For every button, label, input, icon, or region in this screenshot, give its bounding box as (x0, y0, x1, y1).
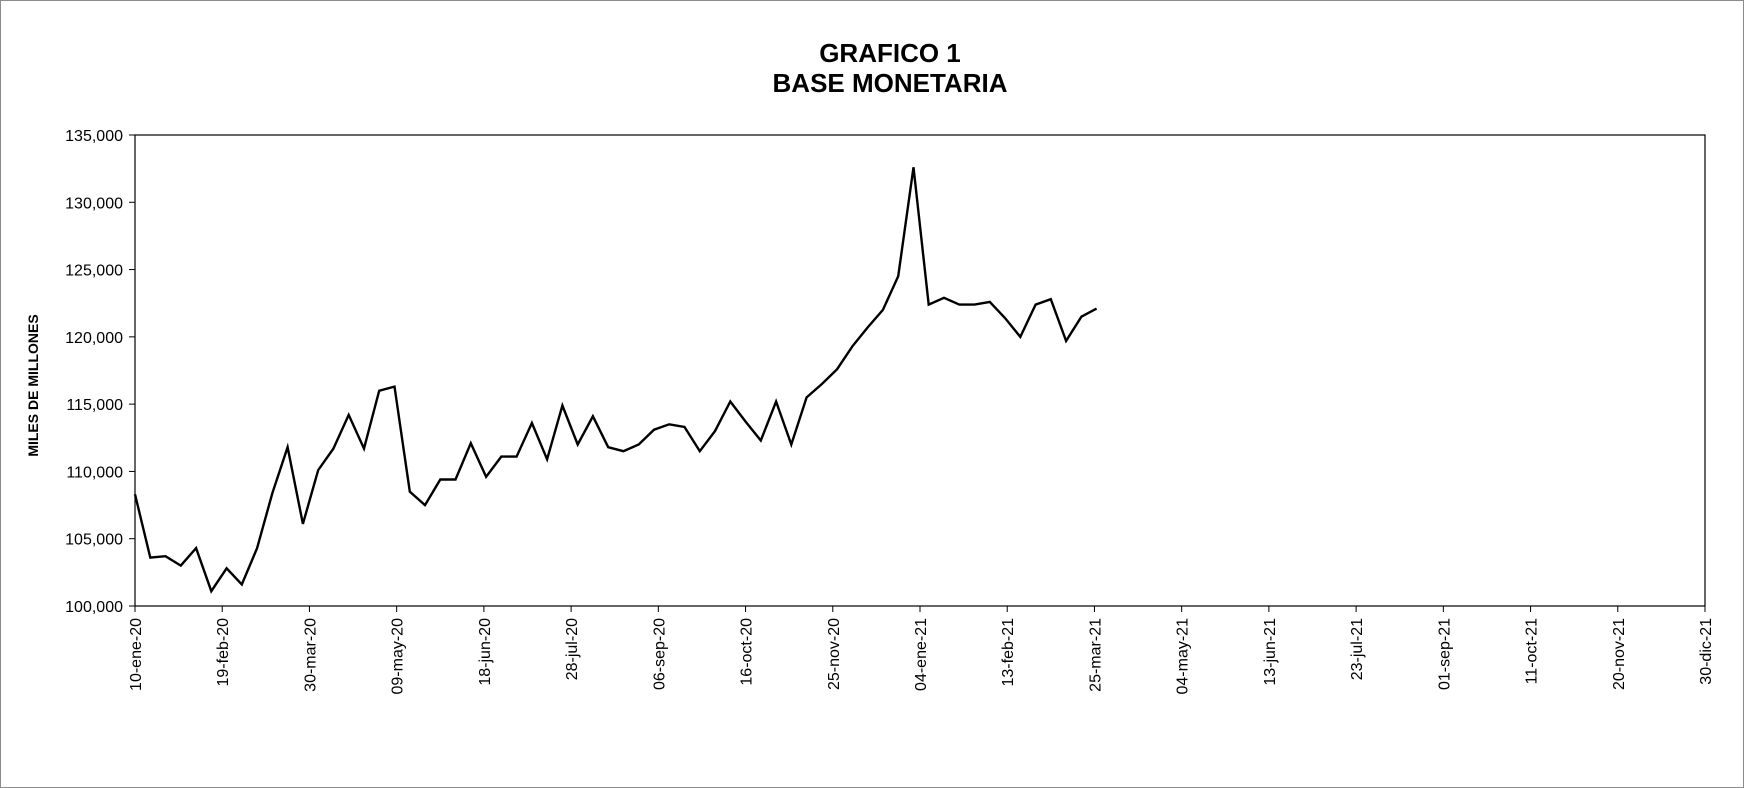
x-tick-label: 25-nov-20 (826, 618, 843, 690)
y-tick-label: 100,000 (65, 599, 123, 616)
chart-subtitle: BASE MONETARIA (772, 68, 1008, 98)
x-tick-label: 18-jun-20 (477, 618, 494, 686)
plot-border (134, 134, 1706, 607)
y-tick-label: 125,000 (65, 263, 123, 280)
x-tick-label: 30-mar-20 (302, 618, 319, 692)
x-tick-label: 16-oct-20 (739, 618, 756, 686)
x-tick-label: 13-feb-21 (1000, 618, 1017, 687)
x-tick-label: 11-oct-21 (1524, 618, 1541, 685)
y-tick-label: 120,000 (65, 330, 123, 347)
x-tick-label: 01-sep-21 (1436, 618, 1453, 690)
x-tick-label: 30-dic-21 (1698, 618, 1715, 685)
y-tick-label: 110,000 (66, 464, 123, 481)
y-tick-label: 130,000 (65, 195, 123, 212)
x-tick-label: 06-sep-20 (651, 618, 668, 690)
x-tick-label: 13-jun-21 (1262, 618, 1279, 686)
plot-layer: 100,000 105,000 110,000 115,000 120,000 125,0… (25, 128, 1715, 694)
x-tick-label: 20-nov-21 (1611, 618, 1628, 690)
y-tick-label: 105,000 (65, 532, 123, 549)
x-tick-label: 09-may-20 (390, 618, 407, 695)
x-tick-label: 19-feb-20 (215, 618, 232, 687)
series-line (133, 167, 1098, 594)
x-tick-label: 28-jul-20 (564, 618, 581, 680)
x-tick-label: 10-ene-20 (128, 618, 145, 691)
y-tick-label: 135,000 (65, 128, 123, 145)
y-axis-title: MILES DE MILLONES (25, 314, 41, 456)
x-tick-label: 04-may-21 (1175, 618, 1192, 695)
x-tick-label: 23-jul-21 (1349, 618, 1366, 680)
chart-title-block: GRAFICO 1 BASE MONETARIA (0, 38, 1744, 98)
x-tick-label: 25-mar-21 (1087, 618, 1104, 692)
x-tick-label: 04-ene-21 (913, 618, 930, 691)
chart-title: GRAFICO 1 (819, 38, 961, 68)
y-tick-label: 115,000 (66, 397, 123, 414)
